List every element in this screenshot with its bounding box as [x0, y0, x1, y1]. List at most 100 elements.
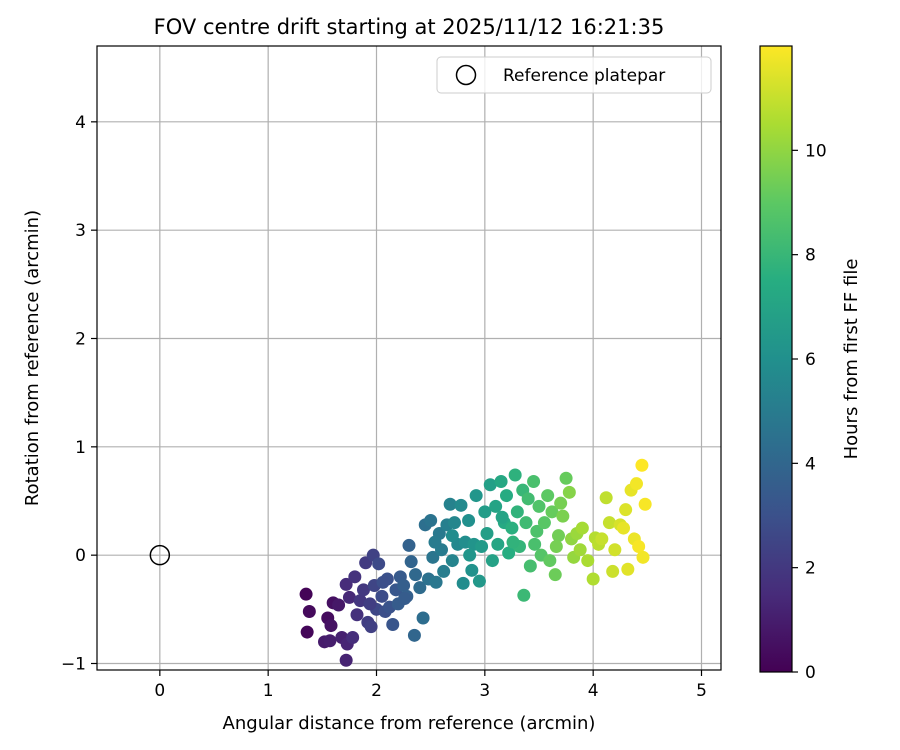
data-point — [632, 540, 646, 553]
data-point — [638, 497, 652, 511]
data-point — [586, 572, 600, 586]
data-point — [402, 538, 416, 552]
data-point — [456, 576, 470, 590]
grid — [97, 46, 721, 670]
data-point — [443, 497, 457, 511]
data-point — [505, 521, 519, 535]
data-point — [463, 548, 477, 562]
data-point — [510, 505, 524, 519]
data-point — [523, 559, 537, 573]
y-tick-label: 3 — [75, 221, 86, 241]
data-point — [573, 543, 587, 557]
data-point — [502, 546, 516, 560]
plot-background — [97, 46, 721, 670]
colorbar-tick-label: 10 — [805, 141, 827, 161]
data-point — [485, 554, 499, 568]
data-point — [489, 499, 503, 513]
data-point — [478, 505, 492, 519]
data-point — [621, 562, 635, 576]
data-point — [543, 554, 557, 568]
data-point — [483, 478, 497, 492]
data-point — [472, 574, 486, 588]
data-point — [364, 620, 378, 634]
data-point — [348, 570, 362, 584]
data-point — [346, 631, 360, 644]
y-axis-ticks: −1 0 1 2 3 4 — [61, 113, 97, 675]
data-point — [527, 475, 541, 488]
data-point — [323, 634, 337, 648]
data-point — [339, 653, 353, 667]
data-point — [445, 529, 459, 543]
colorbar-tick-label: 4 — [805, 454, 816, 474]
data-point — [530, 524, 544, 538]
data-point — [506, 535, 520, 549]
data-point — [445, 554, 459, 568]
data-point — [519, 516, 533, 530]
colorbar-label: Hours from first FF file — [841, 259, 862, 460]
data-point — [491, 537, 505, 551]
data-point — [537, 516, 551, 530]
data-point — [332, 598, 346, 612]
x-tick-label: 2 — [371, 681, 382, 701]
data-point — [416, 611, 430, 625]
y-tick-label: −1 — [61, 655, 86, 675]
x-tick-label: 4 — [588, 681, 599, 701]
data-point — [342, 590, 356, 604]
data-point — [549, 540, 563, 553]
data-point — [608, 543, 622, 557]
x-axis-label: Angular distance from reference (arcmin) — [223, 713, 596, 734]
data-point — [413, 581, 427, 595]
data-point — [581, 554, 595, 568]
data-point — [517, 588, 531, 602]
data-point — [606, 564, 620, 578]
y-tick-label: 0 — [75, 546, 86, 566]
data-point — [302, 605, 316, 618]
colorbar-tick-label: 8 — [805, 246, 816, 266]
legend: Reference platepar — [436, 56, 712, 94]
data-point — [575, 521, 589, 535]
y-tick-label: 4 — [75, 113, 86, 133]
data-point — [541, 489, 555, 503]
reference-marker-group — [149, 544, 171, 566]
data-point — [508, 468, 522, 482]
data-point — [386, 618, 400, 631]
x-axis-ticks: 0 1 2 3 4 5 — [154, 670, 707, 701]
data-point — [428, 535, 442, 549]
data-point — [562, 485, 576, 499]
colorbar-gradient — [759, 45, 793, 673]
legend-box — [436, 56, 712, 94]
data-point — [595, 532, 609, 546]
data-point — [521, 492, 535, 506]
data-point — [500, 489, 513, 503]
legend-reference-marker — [455, 64, 477, 86]
data-point — [350, 608, 364, 622]
y-tick-label: 2 — [75, 330, 86, 350]
data-point — [339, 577, 353, 591]
data-point — [495, 510, 509, 524]
y-tick-label: 1 — [75, 438, 86, 458]
data-point — [599, 491, 613, 505]
data-point — [300, 625, 314, 639]
data-point — [407, 628, 421, 642]
data-point — [636, 550, 650, 564]
data-point — [552, 529, 565, 543]
data-point — [404, 555, 418, 569]
data-point — [324, 619, 338, 633]
data-point — [448, 516, 461, 530]
data-point — [454, 498, 468, 512]
data-point — [397, 579, 411, 592]
data-point — [437, 564, 451, 578]
data-point — [556, 509, 570, 523]
data-point — [528, 537, 542, 551]
data-point — [545, 505, 559, 519]
x-tick-label: 5 — [696, 681, 707, 701]
data-point — [465, 563, 479, 577]
x-tick-label: 3 — [479, 681, 490, 701]
data-points — [299, 458, 652, 667]
data-point — [409, 568, 422, 582]
data-point — [462, 514, 476, 527]
data-point — [494, 475, 508, 488]
colorbar: 0 2 4 6 8 10 Hours from first FF file — [759, 45, 862, 683]
data-point — [559, 471, 573, 485]
